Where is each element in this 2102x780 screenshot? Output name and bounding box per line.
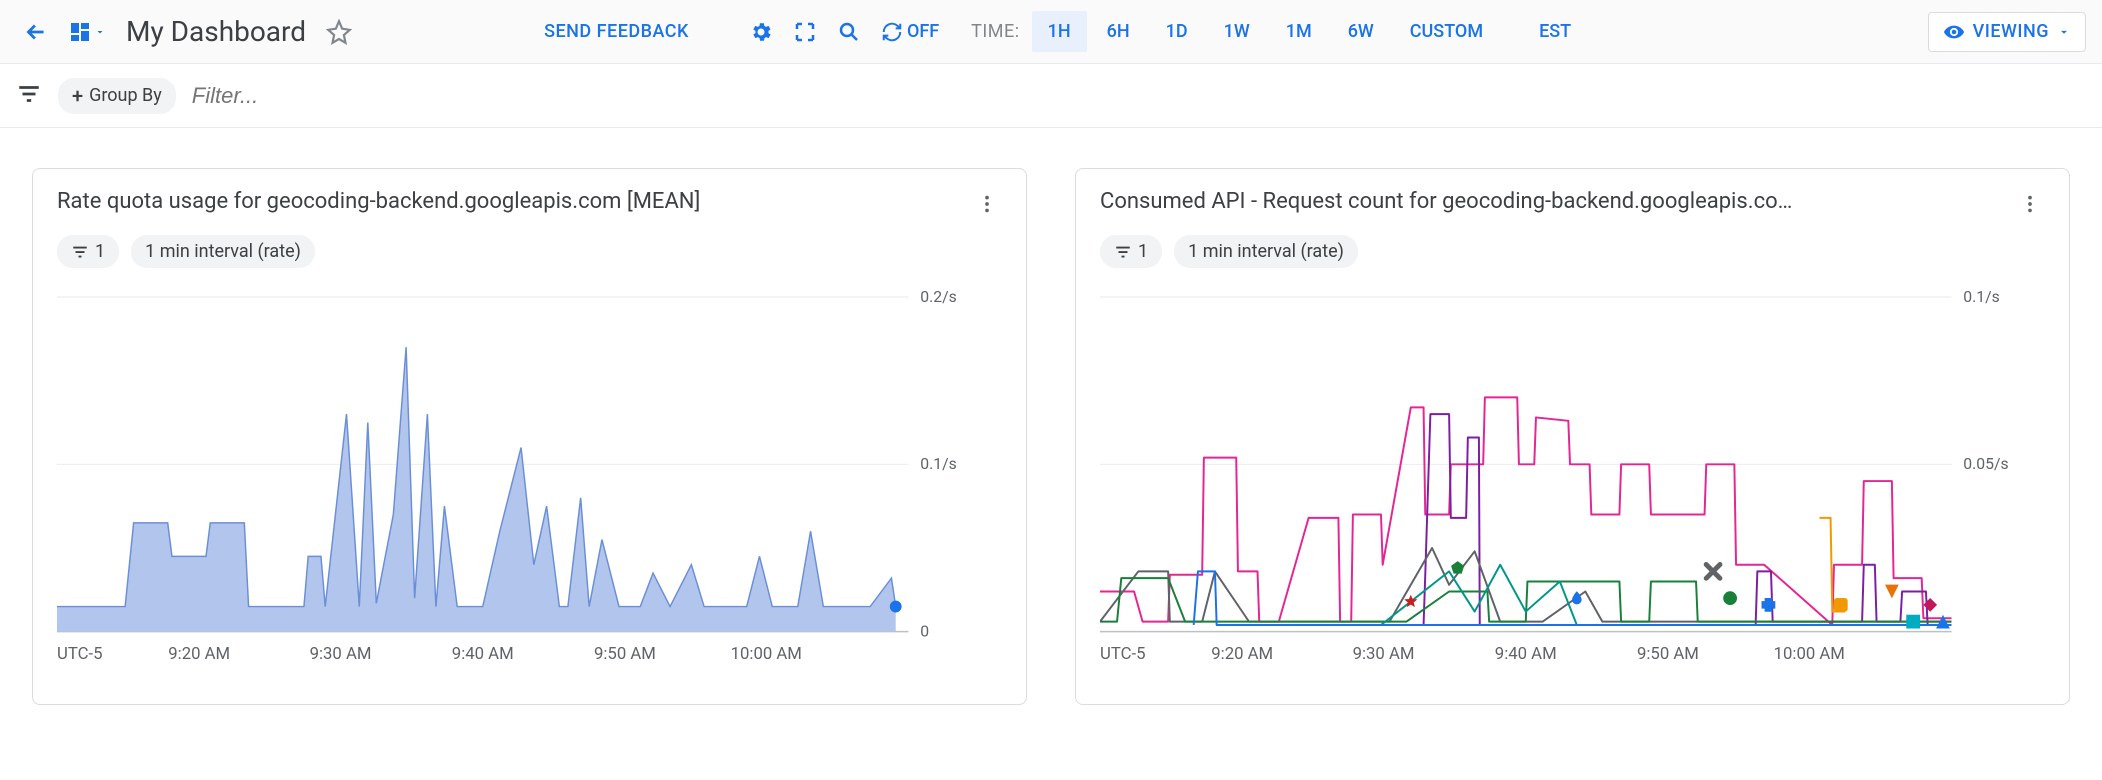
timezone-button[interactable]: EST [1523, 11, 1587, 52]
time-range-selector: TIME: 1H 6H 1D 1W 1M 6W CUSTOM [971, 11, 1499, 52]
gear-icon [749, 20, 773, 44]
top-toolbar: My Dashboard SEND FEEDBACK OFF TIME: 1H … [0, 0, 2102, 64]
dashboard-icon [68, 20, 92, 44]
page-title: My Dashboard [126, 15, 306, 48]
search-button[interactable] [829, 12, 869, 52]
svg-text:9:50 AM: 9:50 AM [594, 644, 656, 664]
panel-menu-button[interactable] [2015, 189, 2045, 223]
plus-icon: + [72, 84, 83, 108]
arrow-left-icon [23, 19, 49, 45]
auto-refresh-label: OFF [907, 21, 939, 42]
chart-area[interactable]: 0.05/s 0.1/s UTC-5 9:20 AM 9:30 AM 9:40 AM 9:5… [1100, 284, 2045, 684]
favorite-button[interactable] [326, 19, 352, 45]
search-icon [837, 20, 861, 44]
svg-text:9:40 AM: 9:40 AM [452, 644, 514, 664]
filter-count: 1 [95, 241, 105, 262]
chart-area[interactable]: 0 0.1/s 0.2/s UTC-5 9:20 AM 9:30 AM 9:40 AM 9:5… [57, 284, 1002, 684]
svg-text:9:30 AM: 9:30 AM [1353, 644, 1415, 664]
filter-lines-icon [16, 81, 42, 107]
time-range-custom[interactable]: CUSTOM [1394, 11, 1499, 52]
viewing-mode-button[interactable]: VIEWING [1928, 12, 2086, 52]
back-button[interactable] [16, 12, 56, 52]
group-by-label: Group By [89, 85, 162, 106]
star-outline-icon [326, 19, 352, 45]
interval-label: 1 min interval (rate) [145, 241, 301, 262]
filter-bar: + Group By [0, 64, 2102, 128]
svg-text:9:30 AM: 9:30 AM [310, 644, 372, 664]
filter-count: 1 [1138, 241, 1148, 262]
svg-text:9:20 AM: 9:20 AM [1211, 644, 1273, 664]
panel-header: Rate quota usage for geocoding-backend.g… [57, 189, 1002, 223]
eye-icon [1943, 21, 1965, 43]
chart-panel-request-count: Consumed API - Request count for geocodi… [1075, 168, 2070, 705]
filter-button[interactable] [16, 81, 42, 111]
interval-label: 1 min interval (rate) [1188, 241, 1344, 262]
time-range-6w[interactable]: 6W [1332, 11, 1390, 52]
auto-refresh-toggle[interactable]: OFF [873, 21, 947, 43]
panel-menu-button[interactable] [972, 189, 1002, 223]
time-range-1w[interactable]: 1W [1208, 11, 1266, 52]
time-range-6h[interactable]: 6H [1091, 11, 1146, 52]
panel-chips: 1 1 min interval (rate) [1100, 235, 2045, 268]
time-range-1h[interactable]: 1H [1032, 11, 1087, 52]
refresh-icon [881, 21, 903, 43]
svg-text:0.05/s: 0.05/s [1963, 454, 2008, 473]
toolbar-actions: OFF [741, 12, 947, 52]
svg-text:10:00 AM: 10:00 AM [731, 644, 802, 664]
dashboard-panels: Rate quota usage for geocoding-backend.g… [0, 128, 2102, 745]
chart-panel-rate-quota: Rate quota usage for geocoding-backend.g… [32, 168, 1027, 705]
filter-count-chip[interactable]: 1 [1100, 235, 1162, 268]
svg-text:UTC-5: UTC-5 [57, 644, 103, 664]
svg-text:0: 0 [920, 622, 929, 641]
svg-text:0.2/s: 0.2/s [920, 287, 956, 306]
panel-title: Rate quota usage for geocoding-backend.g… [57, 189, 700, 214]
fullscreen-icon [793, 20, 817, 44]
interval-chip[interactable]: 1 min interval (rate) [1174, 235, 1358, 268]
time-label: TIME: [971, 21, 1019, 42]
svg-text:0.1/s: 0.1/s [920, 454, 956, 473]
filter-count-chip[interactable]: 1 [57, 235, 119, 268]
svg-text:9:50 AM: 9:50 AM [1637, 644, 1699, 664]
panel-title: Consumed API - Request count for geocodi… [1100, 189, 1792, 214]
filter-icon [71, 243, 89, 261]
svg-text:0.1/s: 0.1/s [1963, 287, 1999, 306]
settings-button[interactable] [741, 12, 781, 52]
filter-input[interactable] [192, 83, 2086, 109]
dropdown-caret-icon [2057, 25, 2071, 39]
panel-header: Consumed API - Request count for geocodi… [1100, 189, 2045, 223]
dropdown-caret-icon [94, 26, 106, 38]
time-range-1d[interactable]: 1D [1150, 11, 1204, 52]
viewing-label: VIEWING [1973, 21, 2049, 42]
more-vert-icon [2019, 193, 2041, 215]
svg-text:9:40 AM: 9:40 AM [1495, 644, 1557, 664]
panel-chips: 1 1 min interval (rate) [57, 235, 1002, 268]
filter-icon [1114, 243, 1132, 261]
interval-chip[interactable]: 1 min interval (rate) [131, 235, 315, 268]
more-vert-icon [976, 193, 998, 215]
group-by-chip[interactable]: + Group By [58, 78, 176, 114]
svg-text:UTC-5: UTC-5 [1100, 644, 1146, 664]
dashboard-switcher[interactable] [64, 20, 110, 44]
send-feedback-button[interactable]: SEND FEEDBACK [532, 13, 701, 50]
line-chart: 0.05/s 0.1/s UTC-5 9:20 AM 9:30 AM 9:40 AM 9:5… [1100, 284, 2045, 684]
area-chart: 0 0.1/s 0.2/s UTC-5 9:20 AM 9:30 AM 9:40 AM 9:5… [57, 284, 1002, 684]
svg-text:10:00 AM: 10:00 AM [1774, 644, 1845, 664]
toolbar-left: My Dashboard [16, 12, 352, 52]
fullscreen-button[interactable] [785, 12, 825, 52]
time-range-1m[interactable]: 1M [1270, 11, 1328, 52]
svg-text:9:20 AM: 9:20 AM [168, 644, 230, 664]
